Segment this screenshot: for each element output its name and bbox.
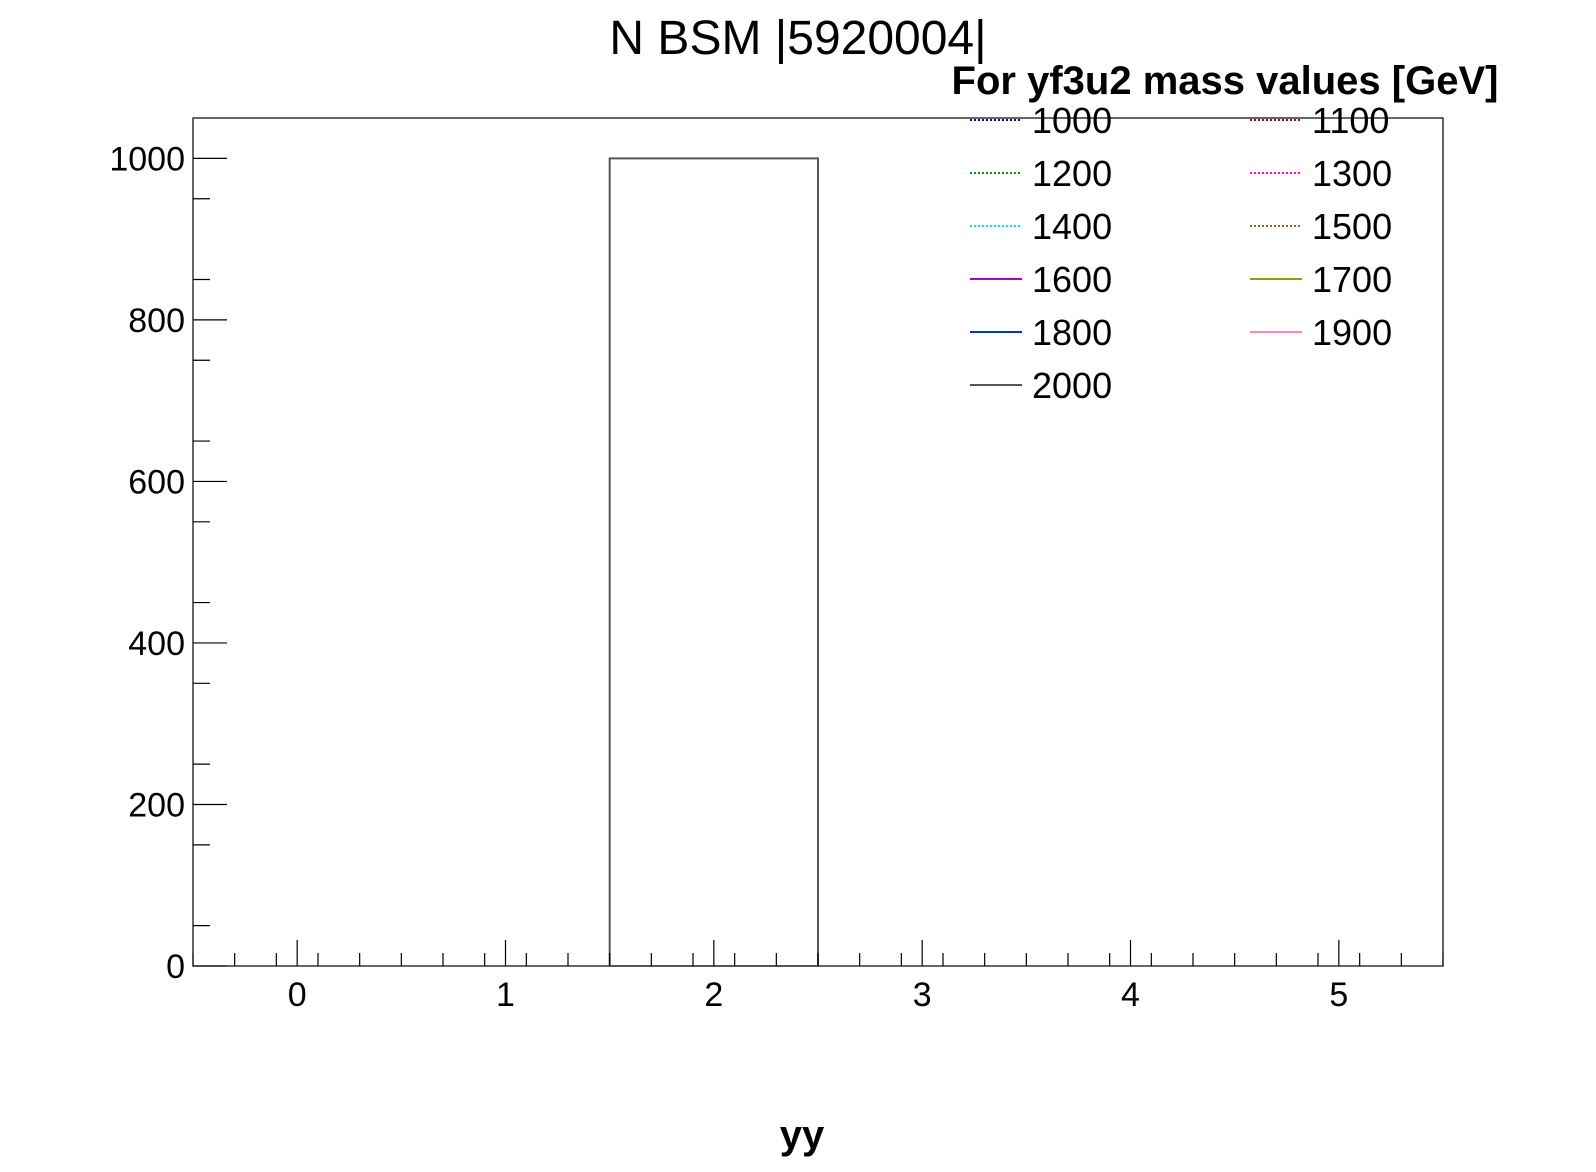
x-axis-label: yy	[780, 1113, 825, 1157]
x-tick-label: 0	[288, 976, 307, 1014]
legend-label-1700: 1700	[1312, 259, 1392, 300]
x-tick-label: 4	[1121, 976, 1140, 1014]
legend-label-1900: 1900	[1312, 312, 1392, 353]
legend-label-1300: 1300	[1312, 153, 1392, 194]
y-tick-label: 400	[128, 625, 185, 663]
x-tick-label: 1	[496, 976, 515, 1014]
legend-label-1000: 1000	[1032, 100, 1112, 141]
y-tick-label: 0	[166, 948, 185, 986]
histogram-bar-2000	[608, 157, 820, 967]
y-tick-label: 800	[128, 302, 185, 340]
legend-label-1200: 1200	[1032, 153, 1112, 194]
y-tick-label: 600	[128, 463, 185, 501]
legend-label-1400: 1400	[1032, 206, 1112, 247]
x-tick-label: 2	[704, 976, 723, 1014]
axes: 0 1 2 3 4 5 0 200 400 600 800 1000	[109, 140, 1444, 1014]
chart-title: N BSM |5920004|	[609, 12, 986, 65]
x-tick-label: 5	[1329, 976, 1348, 1014]
x-tick-label: 3	[913, 976, 932, 1014]
y-tick-label: 1000	[109, 140, 185, 178]
legend-label-1800: 1800	[1032, 312, 1112, 353]
legend-label-1600: 1600	[1032, 259, 1112, 300]
legend-label-2000: 2000	[1032, 365, 1112, 406]
legend-title: For yf3u2 mass values [GeV]	[952, 59, 1499, 103]
y-tick-label: 200	[128, 786, 185, 824]
legend-label-1100: 1100	[1312, 100, 1389, 141]
histogram-bars	[608, 157, 820, 967]
legend-label-1500: 1500	[1312, 206, 1392, 247]
legend: 1000 1100 1200 1300 1400 1500 1600 1700 1800 1900…	[970, 100, 1392, 406]
